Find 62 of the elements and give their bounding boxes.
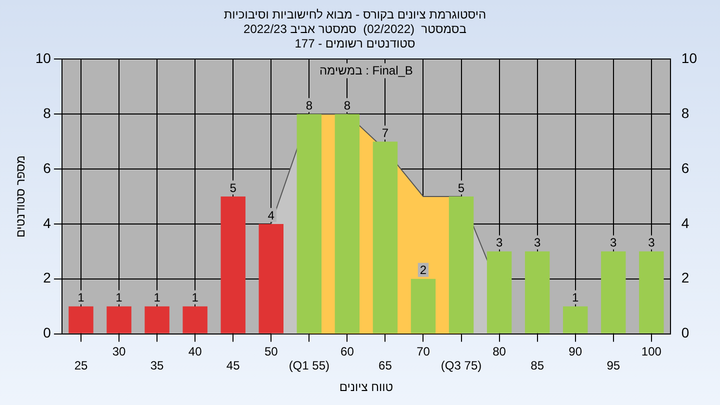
x-axis-title: טווח ציונים	[339, 380, 394, 394]
data-label: 5	[230, 180, 237, 195]
x-tick-label: 35	[150, 358, 164, 373]
data-label: 3	[648, 236, 656, 250]
x-tick-label: 70	[416, 344, 430, 358]
x-tick-label: 25	[74, 358, 88, 373]
data-label: 8	[344, 98, 351, 112]
text: סטודנטים רשומים - 177	[294, 36, 416, 50]
y-tick-label: 6	[43, 160, 52, 176]
bar	[372, 142, 398, 334]
x-tick-label: 90	[568, 344, 582, 358]
text: בסמסטר (02/2022) סמסטר אביב 2022/23	[244, 22, 466, 36]
data-label: 8	[306, 98, 313, 112]
bar	[106, 306, 132, 334]
data-label: 3	[534, 236, 541, 250]
bar	[639, 251, 664, 334]
data-label: 1	[192, 290, 199, 305]
data-label: 1	[116, 290, 123, 305]
data-label: 5	[458, 180, 465, 195]
bar	[562, 306, 588, 334]
x-tick-label: 95	[606, 358, 620, 373]
data-label: 1	[572, 290, 580, 305]
y2-tick-label: 8	[681, 104, 690, 121]
y2-tick-label: 0	[681, 324, 690, 341]
y2-tick-label: 2	[681, 270, 690, 286]
bar	[410, 278, 436, 334]
x-tick-label: (Q3 75)	[440, 358, 482, 373]
y-tick-label: 4	[43, 214, 52, 231]
y-axis-title: מספר סטודנטים	[14, 155, 28, 238]
x-tick-label: 100	[641, 344, 662, 358]
y-tick-label: 8	[43, 104, 52, 121]
y2-tick-label: 10	[681, 50, 698, 66]
x-tick-label: 30	[112, 344, 126, 358]
data-label: 1	[154, 290, 161, 305]
x-tick-label: 65	[378, 358, 392, 373]
data-label: 3	[496, 236, 503, 250]
bar	[334, 114, 360, 334]
x-tick-label: 85	[530, 358, 544, 373]
bar	[68, 306, 94, 334]
x-tick-label: 50	[264, 344, 278, 358]
x-tick-label: 45	[226, 358, 240, 373]
x-tick-label: 40	[188, 344, 202, 358]
x-tick-label: 60	[340, 344, 354, 358]
annotation: במשימה : Final_B	[319, 64, 413, 78]
bar	[524, 251, 550, 334]
y-tick-label: 10	[35, 50, 52, 66]
bar	[601, 251, 626, 334]
data-label: 4	[268, 208, 275, 222]
bar	[144, 306, 170, 334]
y-tick-label: 2	[43, 270, 52, 286]
data-label: 3	[610, 236, 618, 250]
bar	[220, 196, 246, 334]
y2-tick-label: 4	[681, 214, 690, 231]
x-tick-label: (Q1 55)	[288, 358, 330, 373]
x-tick-label: 80	[492, 344, 506, 358]
data-label: 1	[78, 290, 85, 305]
text: היסטוגרמת ציונים בקורס - מבוא לחישוביות וסיבוכיות	[224, 8, 486, 22]
y2-tick-label: 6	[681, 160, 690, 176]
data-label: 7	[382, 126, 389, 140]
data-label: 2	[420, 263, 427, 278]
bar	[182, 306, 208, 334]
y-tick-label: 0	[43, 324, 52, 341]
